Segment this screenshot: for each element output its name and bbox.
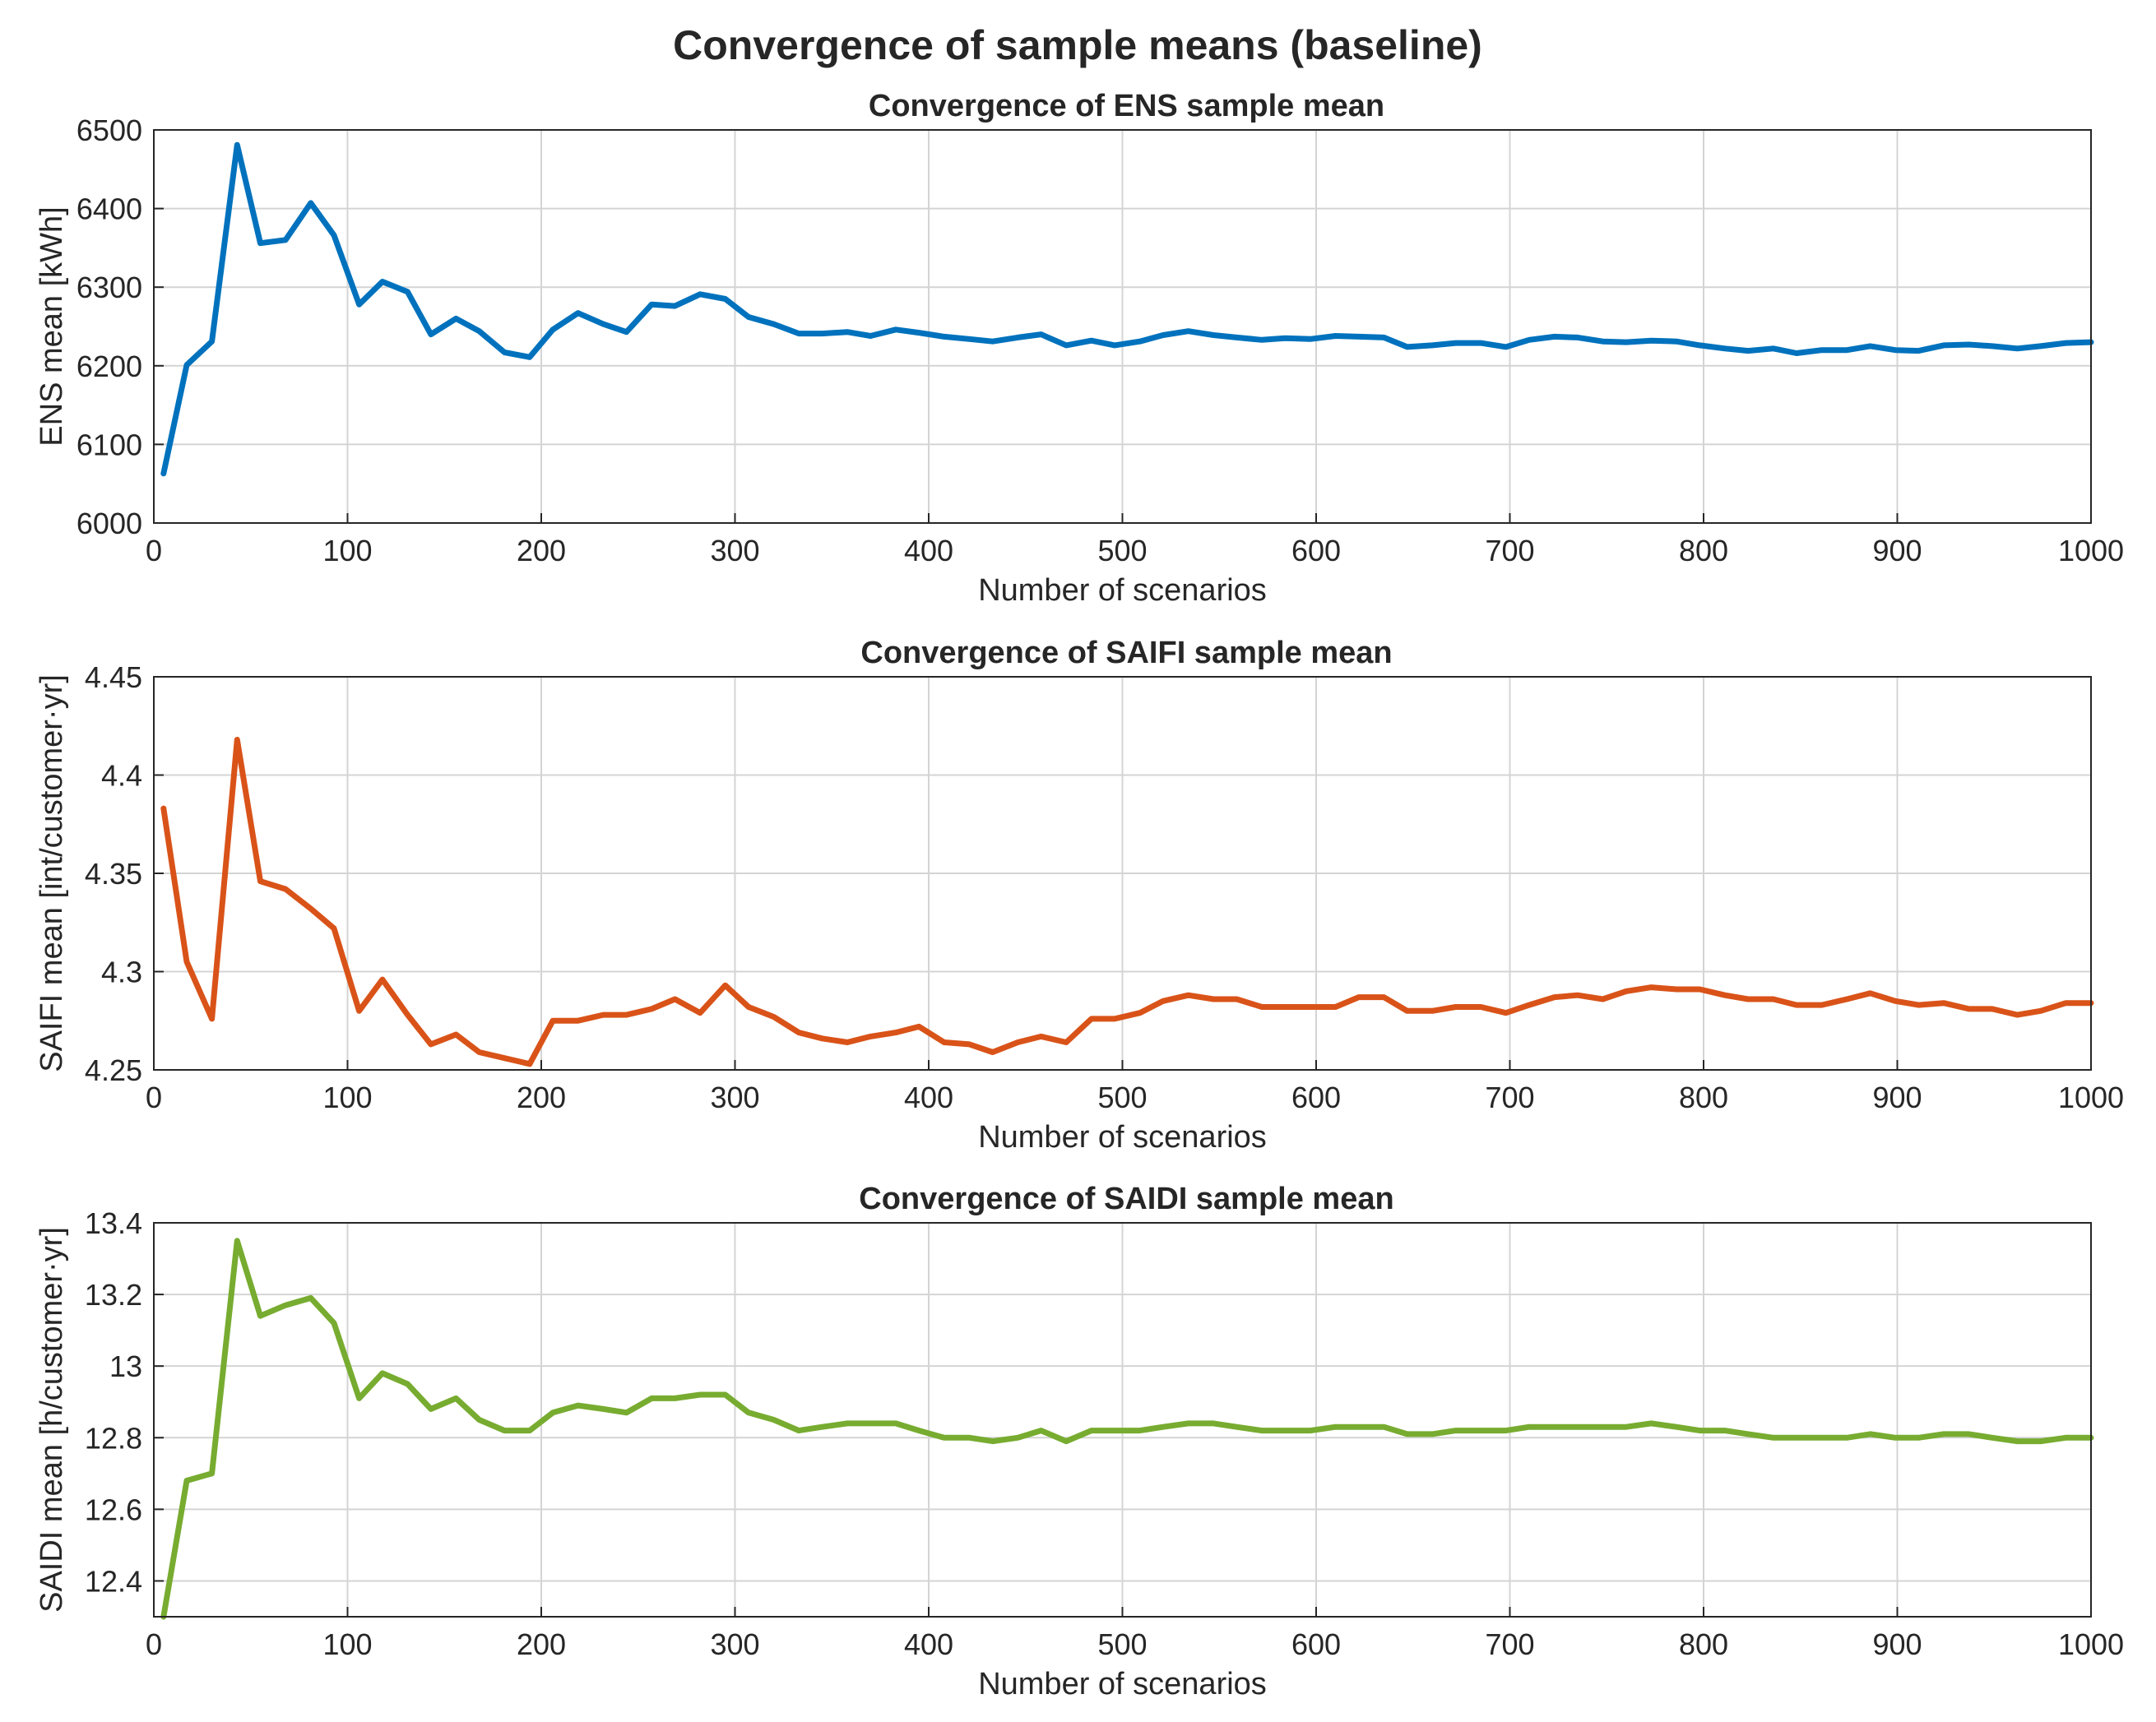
saidi-y-tick-label: 13.4 bbox=[85, 1206, 142, 1240]
saidi-x-tick-label: 600 bbox=[1291, 1627, 1341, 1661]
saifi-x-axis-label: Number of scenarios bbox=[978, 1120, 1267, 1155]
saifi-x-tick-label: 900 bbox=[1872, 1081, 1922, 1114]
saifi-chart-title: Convergence of SAIFI sample mean bbox=[860, 636, 1392, 670]
ens-y-axis-label: ENS mean [kWh] bbox=[35, 206, 69, 446]
saidi-y-tick-label: 12.6 bbox=[85, 1493, 142, 1526]
ens-y-tick-label: 6500 bbox=[77, 113, 142, 147]
saifi-x-tick-label: 200 bbox=[517, 1081, 566, 1114]
ens-x-tick-label: 100 bbox=[322, 534, 372, 567]
saifi-y-tick-label: 4.4 bbox=[101, 759, 142, 793]
saidi-chart-title: Convergence of SAIDI sample mean bbox=[859, 1182, 1393, 1216]
saifi-subplot: 0 100 200 300 400 500 600 700 800 900 1000 4.25 4.3 4… bbox=[35, 636, 2124, 1155]
ens-x-tick-label: 700 bbox=[1485, 534, 1534, 567]
saifi-y-tick-label: 4.45 bbox=[85, 660, 142, 694]
saifi-x-tick-label: 700 bbox=[1485, 1081, 1534, 1114]
saidi-series-line bbox=[160, 1238, 2094, 1620]
saifi-y-axis-label: SAIFI mean [int/customer·yr] bbox=[35, 674, 69, 1072]
saifi-x-tick-label: 400 bbox=[904, 1081, 953, 1114]
ens-x-tick-label: 200 bbox=[517, 534, 566, 567]
saidi-x-tick-label: 1000 bbox=[2058, 1627, 2124, 1661]
ens-x-tick-label: 300 bbox=[710, 534, 759, 567]
ens-axes-frame bbox=[153, 129, 2092, 524]
ens-subplot: 0 100 200 300 400 500 600 700 800 900 1000 6000 6100… bbox=[35, 89, 2124, 608]
saidi-y-axis-label: SAIDI mean [h/customer·yr] bbox=[35, 1227, 69, 1613]
ens-y-tick-label: 6000 bbox=[77, 507, 142, 540]
saifi-y-tick-label: 4.25 bbox=[85, 1053, 142, 1087]
saifi-x-tick-label: 300 bbox=[710, 1081, 759, 1114]
saidi-y-tick-label: 12.4 bbox=[85, 1564, 142, 1598]
ens-x-tick-label: 1000 bbox=[2058, 534, 2124, 567]
saifi-x-tick-label: 1000 bbox=[2058, 1081, 2124, 1114]
ens-x-axis-label: Number of scenarios bbox=[978, 573, 1267, 608]
saidi-subplot: 0 100 200 300 400 500 600 700 800 900 1000 12.4 12.6… bbox=[35, 1182, 2124, 1701]
saidi-y-tick-label: 12.8 bbox=[85, 1421, 142, 1455]
saidi-x-tick-label: 300 bbox=[710, 1627, 759, 1661]
saidi-axes-frame bbox=[153, 1222, 2092, 1618]
saifi-x-tick-label: 0 bbox=[146, 1081, 162, 1114]
ens-x-tick-label: 800 bbox=[1679, 534, 1728, 567]
saidi-x-tick-label: 0 bbox=[146, 1627, 162, 1661]
ens-x-tick-label: 900 bbox=[1872, 534, 1922, 567]
ens-x-tick-label: 0 bbox=[146, 534, 162, 567]
saidi-y-tick-label: 13 bbox=[109, 1349, 142, 1383]
saifi-series-line bbox=[160, 737, 2094, 1067]
ens-series-line bbox=[160, 141, 2094, 477]
saidi-x-axis-label: Number of scenarios bbox=[978, 1667, 1267, 1701]
saidi-x-tick-label: 200 bbox=[517, 1627, 566, 1661]
saifi-x-tick-label: 800 bbox=[1679, 1081, 1728, 1114]
saifi-x-tick-label: 500 bbox=[1097, 1081, 1147, 1114]
ens-x-tick-label: 500 bbox=[1097, 534, 1147, 567]
saidi-y-tick-label: 13.2 bbox=[85, 1278, 142, 1312]
saidi-x-tick-label: 500 bbox=[1097, 1627, 1147, 1661]
ens-y-tick-label: 6200 bbox=[77, 349, 142, 383]
ens-x-tick-label: 600 bbox=[1291, 534, 1341, 567]
saifi-y-tick-label: 4.35 bbox=[85, 857, 142, 891]
ens-y-tick-label: 6400 bbox=[77, 192, 142, 226]
ens-y-tick-label: 6100 bbox=[77, 428, 142, 461]
saifi-y-tick-label: 4.3 bbox=[101, 956, 142, 989]
saidi-x-tick-label: 700 bbox=[1485, 1627, 1534, 1661]
saidi-x-tick-label: 800 bbox=[1679, 1627, 1728, 1661]
ens-x-tick-label: 400 bbox=[904, 534, 953, 567]
ens-chart-title: Convergence of ENS sample mean bbox=[869, 89, 1384, 123]
saidi-x-tick-label: 100 bbox=[322, 1627, 372, 1661]
saifi-x-tick-label: 100 bbox=[322, 1081, 372, 1114]
ens-y-tick-label: 6300 bbox=[77, 271, 142, 304]
saidi-x-tick-label: 900 bbox=[1872, 1627, 1922, 1661]
saidi-x-tick-label: 400 bbox=[904, 1627, 953, 1661]
figure-title: Convergence of sample means (baseline) bbox=[673, 22, 1482, 68]
saifi-axes-frame bbox=[153, 676, 2092, 1071]
saifi-x-tick-label: 600 bbox=[1291, 1081, 1341, 1114]
